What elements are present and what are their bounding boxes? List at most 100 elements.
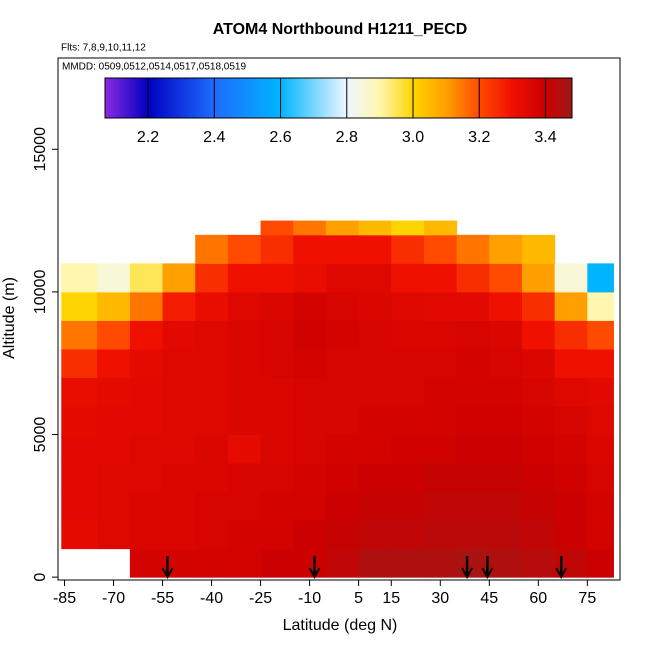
- arrow-head: [308, 567, 321, 580]
- heat-cell: [587, 320, 614, 350]
- heat-cell: [129, 377, 164, 407]
- heat-cell: [489, 263, 523, 293]
- heat-cell: [489, 234, 523, 264]
- y-axis-label: Altitude (m): [1, 277, 18, 359]
- annotation: MMDD: 0509,0512,0514,0517,0518,0519: [62, 62, 246, 73]
- heat-cell: [358, 320, 392, 350]
- heat-cell: [358, 520, 392, 550]
- heat-cell: [358, 434, 392, 464]
- arrow-head: [555, 567, 568, 580]
- x-tick-label: 45: [480, 590, 498, 607]
- heat-cell: [554, 434, 588, 464]
- heat-cell: [260, 434, 294, 464]
- heat-cell: [489, 491, 523, 521]
- heat-cell: [325, 348, 360, 378]
- heat-cell: [391, 320, 425, 350]
- heat-cell: [162, 348, 196, 378]
- heat-cell: [227, 434, 262, 464]
- heat-cell: [587, 548, 614, 578]
- heat-cell: [260, 348, 294, 378]
- arrow-head: [161, 567, 174, 580]
- heat-cell: [325, 377, 360, 407]
- heat-cell: [587, 377, 614, 407]
- heat-cell: [358, 463, 392, 493]
- heat-cell: [358, 291, 392, 321]
- heat-cell: [554, 348, 588, 378]
- arrow-head: [461, 567, 473, 580]
- heat-cell: [129, 463, 164, 493]
- heat-cell: [61, 491, 98, 521]
- heat-cell: [162, 263, 196, 293]
- heat-cell: [423, 348, 458, 378]
- arrow: [555, 556, 568, 580]
- heat-cell: [260, 377, 294, 407]
- heat-cell: [456, 291, 490, 321]
- heat-cell: [293, 348, 327, 378]
- heat-cell: [456, 491, 490, 521]
- heat-cell: [260, 548, 294, 578]
- colorbar-tick-label: 2.2: [137, 129, 159, 146]
- colorbar-tick-label: 2.8: [336, 129, 358, 146]
- heat-cell: [423, 263, 458, 293]
- heat-cell: [587, 463, 614, 493]
- heat-cell: [293, 263, 327, 293]
- heat-cell: [391, 434, 425, 464]
- heat-cell: [587, 434, 614, 464]
- colorbar-tick-label: 2.6: [269, 129, 291, 146]
- heat-cell: [129, 263, 164, 293]
- heat-cell: [391, 406, 425, 436]
- heat-cell: [358, 263, 392, 293]
- heat-cell: [391, 377, 425, 407]
- x-tick-label: -40: [200, 590, 223, 607]
- heat-cell: [61, 377, 98, 407]
- heat-cell: [260, 263, 294, 293]
- heat-cell: [260, 320, 294, 350]
- x-tick-label: -25: [249, 590, 272, 607]
- y-tick-label: 15000: [32, 127, 49, 172]
- heat-cell: [391, 463, 425, 493]
- heat-cell: [587, 291, 614, 321]
- heat-cell: [521, 348, 556, 378]
- heat-cell: [293, 377, 327, 407]
- heat-cell: [61, 348, 98, 378]
- x-tick-label: -10: [298, 590, 321, 607]
- heat-cell: [61, 520, 98, 550]
- heat-cell: [129, 520, 164, 550]
- heat-cell: [423, 220, 458, 236]
- colorbar-tick-label: 3.4: [534, 129, 556, 146]
- heat-cell: [227, 548, 262, 578]
- heat-cell: [260, 520, 294, 550]
- heat-cell: [260, 220, 294, 236]
- heat-cell: [325, 291, 360, 321]
- chart-title: ATOM4 Northbound H1211_PECD: [213, 21, 468, 38]
- heat-cell: [554, 320, 588, 350]
- heat-cell: [456, 406, 490, 436]
- heat-cell: [195, 320, 229, 350]
- heat-cell: [554, 406, 588, 436]
- heat-cell: [554, 377, 588, 407]
- heat-cell: [489, 463, 523, 493]
- heat-cell: [227, 491, 262, 521]
- heat-cell: [521, 463, 556, 493]
- heat-cell: [227, 291, 262, 321]
- heat-cell: [293, 491, 327, 521]
- heat-cell: [391, 520, 425, 550]
- heat-cell: [489, 520, 523, 550]
- heat-cell: [129, 548, 164, 578]
- y-tick-label: 10000: [32, 270, 49, 315]
- heat-cell: [61, 263, 98, 293]
- arrow: [161, 556, 174, 580]
- arrow: [461, 556, 473, 580]
- heat-cell: [456, 463, 490, 493]
- heat-cell: [456, 520, 490, 550]
- heat-cell: [97, 291, 131, 321]
- heat-cell: [423, 291, 458, 321]
- heat-cell: [423, 491, 458, 521]
- heat-cell: [293, 291, 327, 321]
- heat-cell: [423, 377, 458, 407]
- heat-cell: [260, 291, 294, 321]
- x-tick-label: 5: [354, 590, 363, 607]
- heat-cell: [61, 291, 98, 321]
- heat-cell: [227, 463, 262, 493]
- heatmap: [61, 220, 614, 578]
